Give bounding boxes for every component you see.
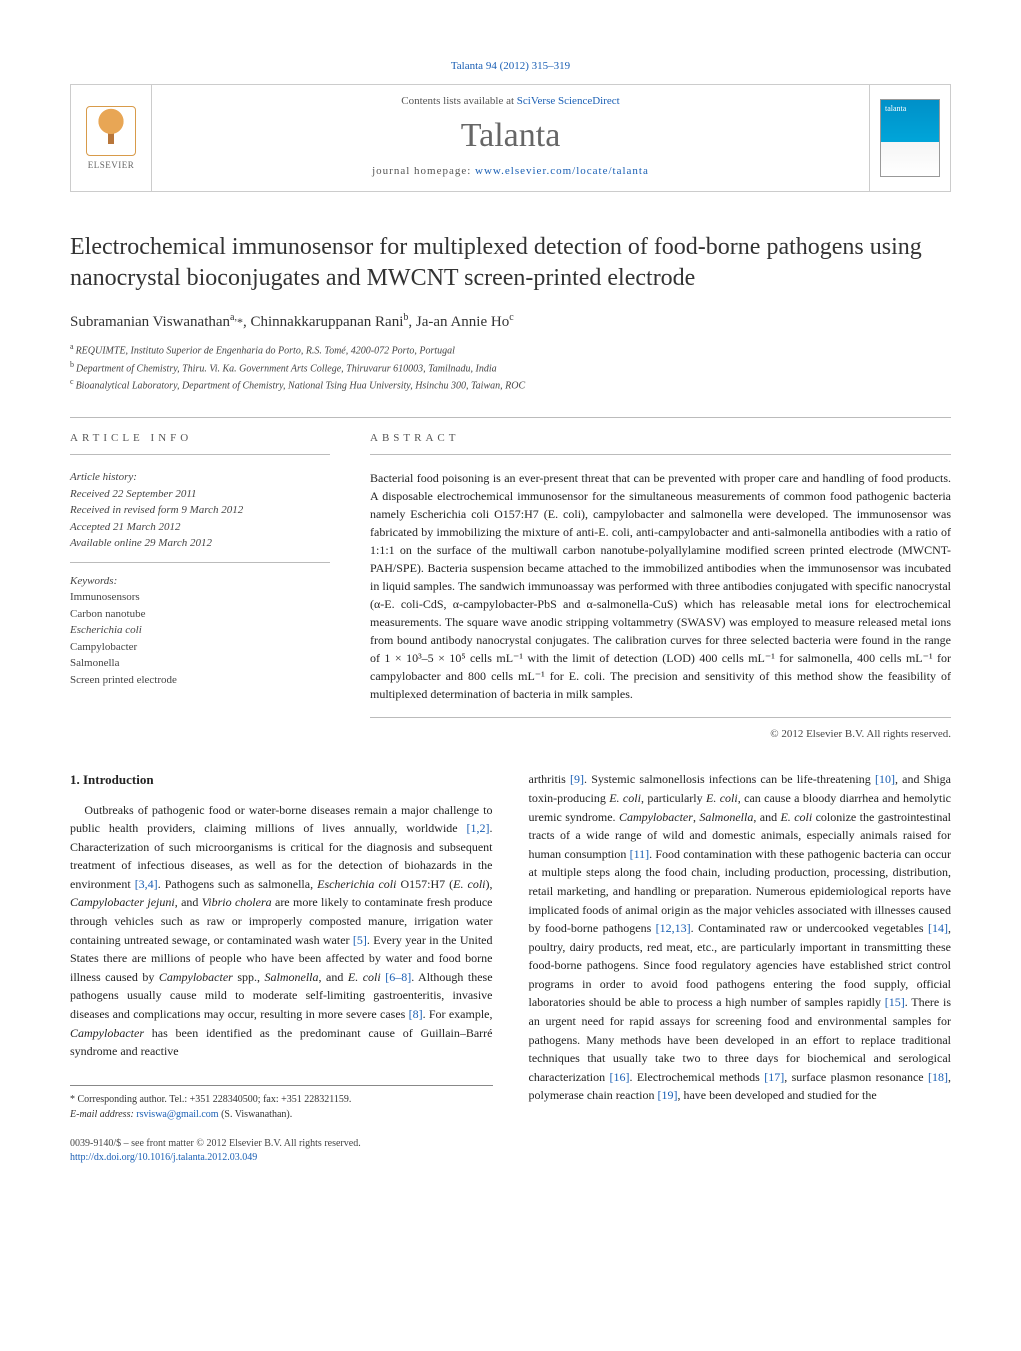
keyword: Carbon nanotube [70,606,330,623]
body-paragraph: arthritis [9]. Systemic salmonellosis in… [529,770,952,1105]
citation-link[interactable]: [14] [928,921,948,935]
footnote-line: * Corresponding author. Tel.: +351 22834… [70,1092,493,1108]
front-matter-line: 0039-9140/$ – see front matter © 2012 El… [70,1137,493,1151]
journal-title: Talanta [152,117,869,155]
journal-ref-link[interactable]: Talanta 94 (2012) 315–319 [451,60,570,72]
article-info-column: ARTICLE INFO Article history: Received 2… [70,432,330,740]
citation-link[interactable]: [15] [885,995,905,1009]
corresponding-email-link[interactable]: rsviswa@gmail.com [136,1109,218,1120]
journal-cover-thumbnail[interactable]: talanta [870,85,950,191]
keyword: Screen printed electrode [70,672,330,689]
info-abstract-row: ARTICLE INFO Article history: Received 2… [70,417,951,740]
article-title: Electrochemical immunosensor for multipl… [70,232,951,294]
keywords-title: Keywords: [70,573,330,590]
page: Talanta 94 (2012) 315–319 ELSEVIER Conte… [0,0,1021,1205]
journal-homepage-line: journal homepage: www.elsevier.com/locat… [152,165,869,177]
elsevier-tree-icon [86,106,136,156]
author-list: Subramanian Viswanathana,*, Chinnakkarup… [70,312,951,331]
corresponding-author-footnote: * Corresponding author. Tel.: +351 22834… [70,1085,493,1123]
citation-link[interactable]: [11] [630,847,650,861]
keyword: Escherichia coli [70,622,330,639]
affiliation: cBioanalytical Laboratory, Department of… [70,376,951,393]
history-item: Accepted 21 March 2012 [70,519,330,536]
citation-link[interactable]: [8] [409,1007,423,1021]
author: Chinnakkaruppanan Ranib [251,314,409,330]
journal-homepage-link[interactable]: www.elsevier.com/locate/talanta [475,165,649,177]
affiliation: aREQUIMTE, Instituto Superior de Engenha… [70,341,951,358]
citation-link[interactable]: [6–8] [385,970,411,984]
citation-link[interactable]: [1,2] [467,821,490,835]
article-info-label: ARTICLE INFO [70,432,330,455]
history-item: Received 22 September 2011 [70,486,330,503]
citation-link[interactable]: [12,13] [656,921,691,935]
affiliation: bDepartment of Chemistry, Thiru. Vi. Ka.… [70,359,951,376]
abstract-text: Bacterial food poisoning is an ever-pres… [370,469,951,718]
abstract-column: ABSTRACT Bacterial food poisoning is an … [370,432,951,740]
body-paragraph: Outbreaks of pathogenic food or water-bo… [70,801,493,1061]
citation-link[interactable]: [9] [570,772,584,786]
keyword: Campylobacter [70,639,330,656]
publisher-logo[interactable]: ELSEVIER [71,85,151,191]
history-item: Available online 29 March 2012 [70,535,330,552]
article-history: Article history: Received 22 September 2… [70,469,330,563]
body-columns: 1. Introduction Outbreaks of pathogenic … [70,770,951,1164]
sciencedirect-link[interactable]: SciVerse ScienceDirect [517,95,620,107]
keywords-block: Keywords: Immunosensors Carbon nanotube … [70,573,330,689]
keyword: Immunosensors [70,589,330,606]
section-heading-introduction: 1. Introduction [70,770,493,790]
abstract-label: ABSTRACT [370,432,951,455]
history-item: Received in revised form 9 March 2012 [70,502,330,519]
body-right-column: arthritis [9]. Systemic salmonellosis in… [529,770,952,1164]
author: Ja-an Annie Hoc [416,314,514,330]
citation-link[interactable]: [19] [657,1088,677,1102]
citation-link[interactable]: [18] [928,1070,948,1084]
header-center: Contents lists available at SciVerse Sci… [151,85,870,191]
citation-link[interactable]: [17] [764,1070,784,1084]
footer-meta: 0039-9140/$ – see front matter © 2012 El… [70,1137,493,1165]
abstract-copyright: © 2012 Elsevier B.V. All rights reserved… [370,728,951,740]
affiliation-list: aREQUIMTE, Instituto Superior de Engenha… [70,341,951,393]
history-title: Article history: [70,469,330,486]
journal-header-box: ELSEVIER Contents lists available at Sci… [70,84,951,192]
doi-link[interactable]: http://dx.doi.org/10.1016/j.talanta.2012… [70,1152,257,1163]
footnote-email-line: E-mail address: rsviswa@gmail.com (S. Vi… [70,1107,493,1123]
body-left-column: 1. Introduction Outbreaks of pathogenic … [70,770,493,1164]
citation-link[interactable]: [3,4] [135,877,158,891]
cover-image: talanta [880,99,940,177]
contents-available-line: Contents lists available at SciVerse Sci… [152,95,869,107]
keyword: Salmonella [70,655,330,672]
journal-page-reference: Talanta 94 (2012) 315–319 [70,60,951,72]
citation-link[interactable]: [16] [609,1070,629,1084]
citation-link[interactable]: [10] [875,772,895,786]
publisher-name: ELSEVIER [88,160,135,170]
author: Subramanian Viswanathana,* [70,314,243,330]
citation-link[interactable]: [5] [353,933,367,947]
